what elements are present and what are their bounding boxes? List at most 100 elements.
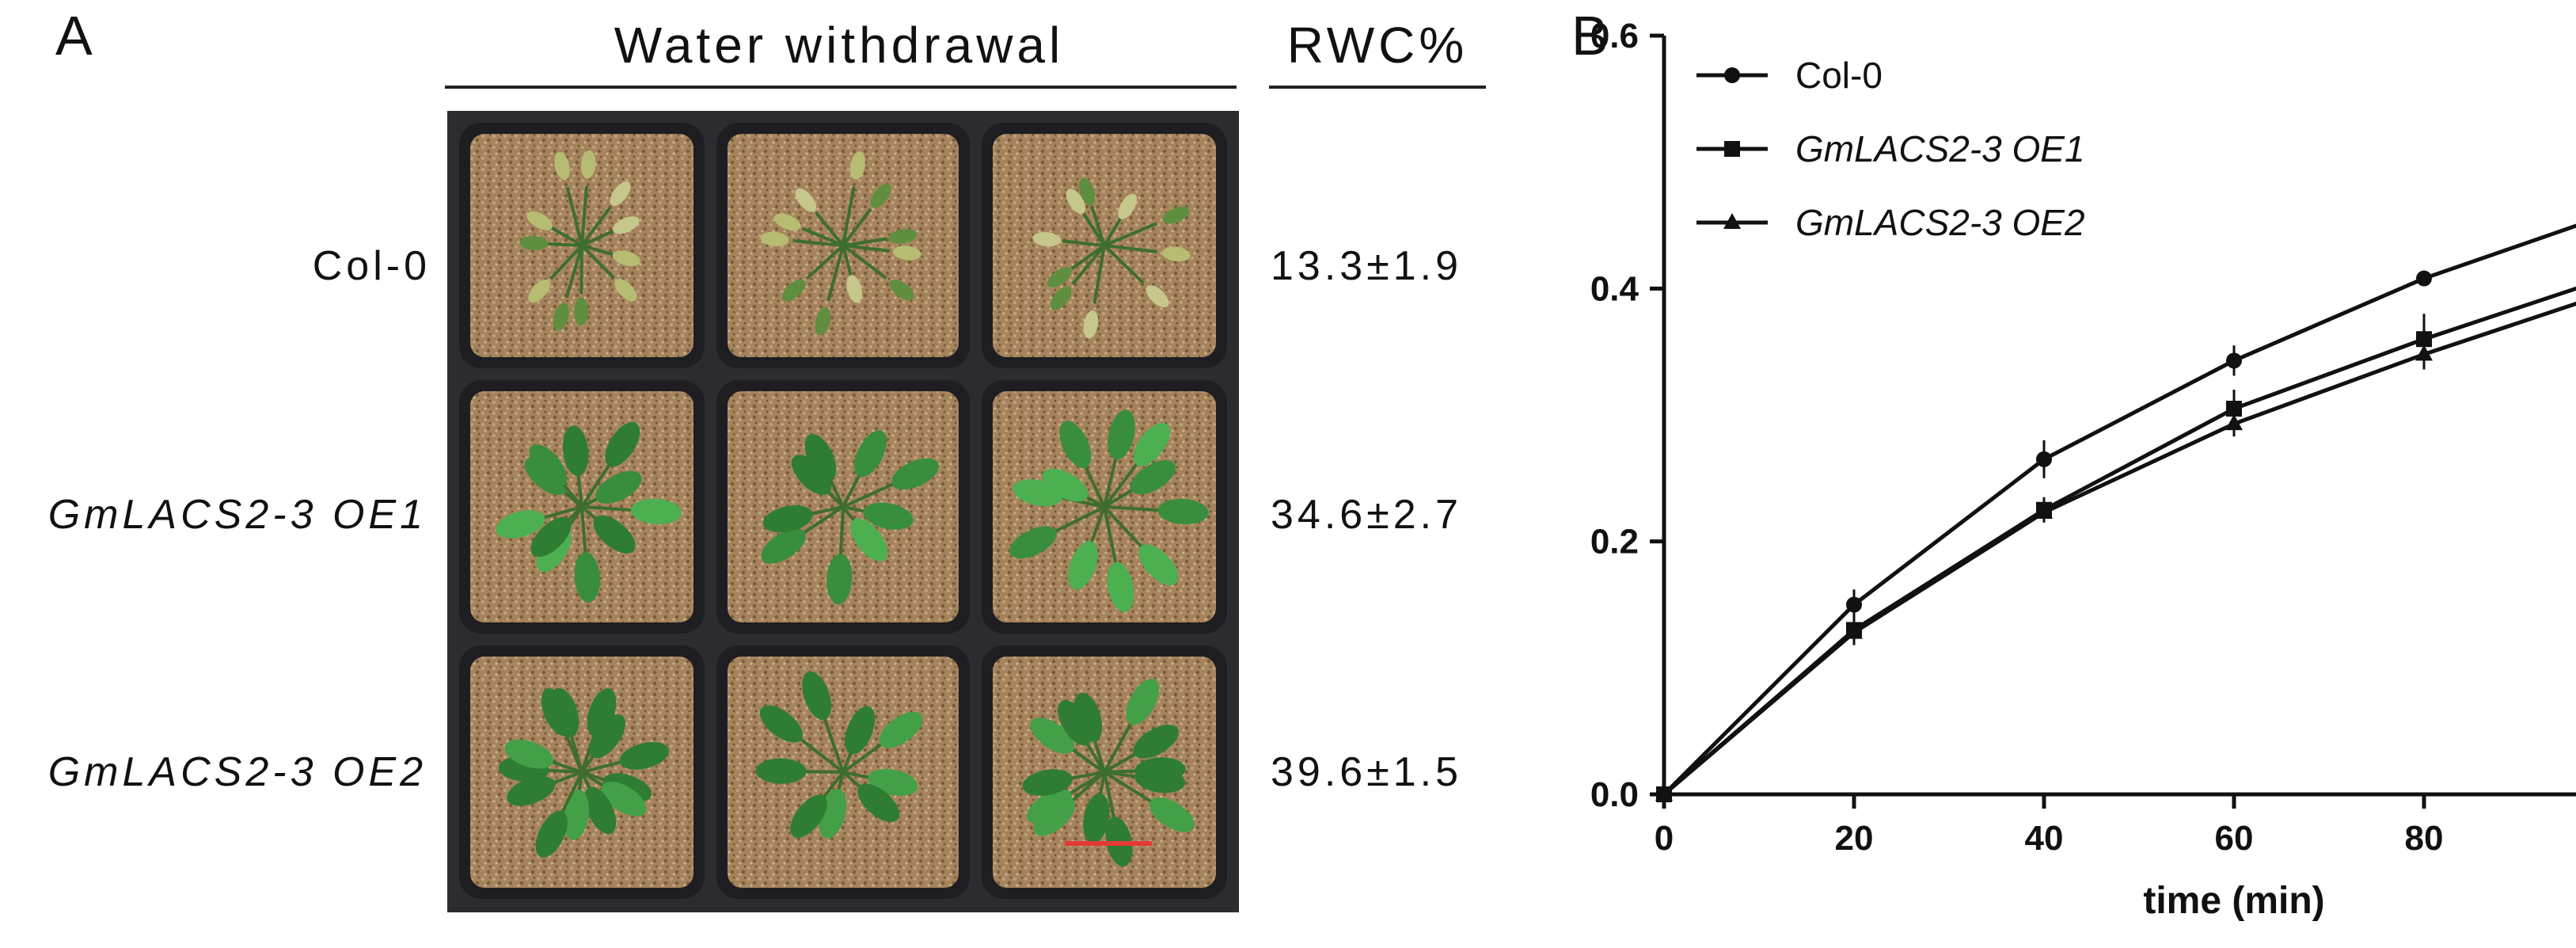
leaf xyxy=(802,671,832,721)
leaf-stem xyxy=(822,715,845,773)
data-point xyxy=(1845,622,1863,639)
leaf xyxy=(595,470,642,504)
rwc-value-oe1: 34.6±2.7 xyxy=(1271,492,1463,538)
leaf xyxy=(614,279,637,302)
leaf xyxy=(888,229,918,244)
leaf xyxy=(1059,421,1092,469)
leaf-stem xyxy=(579,245,583,295)
leaf-stem xyxy=(1103,771,1155,805)
leaf-stem xyxy=(798,505,845,538)
data-point xyxy=(2226,401,2242,417)
leaf-stem xyxy=(558,771,583,819)
leaf xyxy=(846,275,863,303)
leaf xyxy=(613,216,640,234)
leaf-stem xyxy=(580,206,612,247)
leaf xyxy=(562,425,589,477)
leaf xyxy=(790,794,827,838)
leaf xyxy=(760,231,789,246)
y-tick-label: 0.2 xyxy=(1590,523,1639,562)
leaf-stem xyxy=(1103,771,1117,824)
panel-a-letter: A xyxy=(55,5,93,67)
panel-b-letter: B xyxy=(1571,5,1609,67)
leaf-stem xyxy=(1051,505,1105,535)
leaf xyxy=(1068,541,1098,590)
leaf xyxy=(1042,468,1089,502)
leaf xyxy=(554,152,570,181)
leaf-stem xyxy=(581,505,637,512)
leaf-stem xyxy=(1090,205,1106,246)
leaf xyxy=(1032,231,1062,247)
leaf xyxy=(1083,793,1110,844)
leaf xyxy=(826,554,853,605)
data-point xyxy=(2415,345,2433,361)
series-2 xyxy=(1655,301,2576,801)
leaf-stem xyxy=(1071,244,1106,286)
leaf xyxy=(791,455,832,495)
leaf-stem xyxy=(806,244,845,280)
leaf-stem xyxy=(842,207,872,247)
leaf-stem xyxy=(1103,453,1119,508)
leaf xyxy=(610,181,631,207)
y-tick-label: 0.6 xyxy=(1590,17,1639,55)
leaf xyxy=(892,246,921,261)
leaf xyxy=(761,528,806,564)
leaf xyxy=(589,714,625,759)
leaf xyxy=(553,303,569,331)
leaf xyxy=(1009,526,1057,559)
leaf xyxy=(1066,188,1086,215)
leaf-stem xyxy=(1103,719,1134,773)
leaf xyxy=(1083,310,1099,339)
leaf xyxy=(535,810,568,858)
series-line xyxy=(1662,301,2576,796)
x-tick-label: 0 xyxy=(1655,819,1674,858)
series-1 xyxy=(1656,286,2576,802)
leaf-stem xyxy=(1062,239,1105,247)
leaf xyxy=(1107,562,1134,612)
data-point xyxy=(2225,414,2243,431)
leaf xyxy=(1162,206,1190,224)
leaf xyxy=(605,421,640,467)
data-point xyxy=(2416,270,2432,287)
leaf xyxy=(1161,246,1191,261)
legend-marker xyxy=(1723,213,1741,229)
leaf xyxy=(601,782,647,817)
leaf xyxy=(891,458,939,490)
leaf xyxy=(530,516,572,558)
leaf xyxy=(581,150,596,179)
leaf-stem xyxy=(814,211,845,247)
leaf xyxy=(863,502,914,530)
leaf-stem xyxy=(1103,215,1123,247)
leaf-stem xyxy=(1104,222,1158,247)
y-tick-label: 0.0 xyxy=(1590,775,1639,814)
leaf xyxy=(854,430,887,478)
leaf xyxy=(504,739,553,769)
leaf xyxy=(1138,544,1178,586)
leaf-stem xyxy=(546,242,583,247)
leaf-stem xyxy=(580,506,587,559)
leaf xyxy=(507,776,556,806)
legend-marker xyxy=(1724,67,1740,83)
leaf-stem xyxy=(580,244,616,280)
leaf-stem xyxy=(581,229,615,247)
leaf-stem xyxy=(1103,460,1141,508)
leaf-stem xyxy=(581,244,615,257)
series-line xyxy=(1662,223,2576,796)
leaf xyxy=(1108,409,1135,460)
x-tick-label: 60 xyxy=(2215,819,2254,858)
x-tick-label: 20 xyxy=(1835,819,1874,858)
leaf xyxy=(574,551,600,603)
header-underline xyxy=(445,86,1237,89)
leaf-stem xyxy=(1081,211,1106,247)
rwc-value-col0: 13.3±1.9 xyxy=(1271,243,1463,289)
leaf-stem xyxy=(842,244,887,280)
leaf xyxy=(773,213,801,231)
data-point xyxy=(2036,451,2052,467)
leaf xyxy=(889,280,914,301)
leaf-stem xyxy=(842,245,853,278)
leaf-stem xyxy=(826,245,845,302)
row-label-oe2: GmLACS2-3 OE2 xyxy=(47,749,427,795)
leaf xyxy=(1050,286,1072,310)
chart-legend: Col-0 GmLACS2-3 OE1 GmLACS2-3 OE2 xyxy=(1696,55,2085,243)
